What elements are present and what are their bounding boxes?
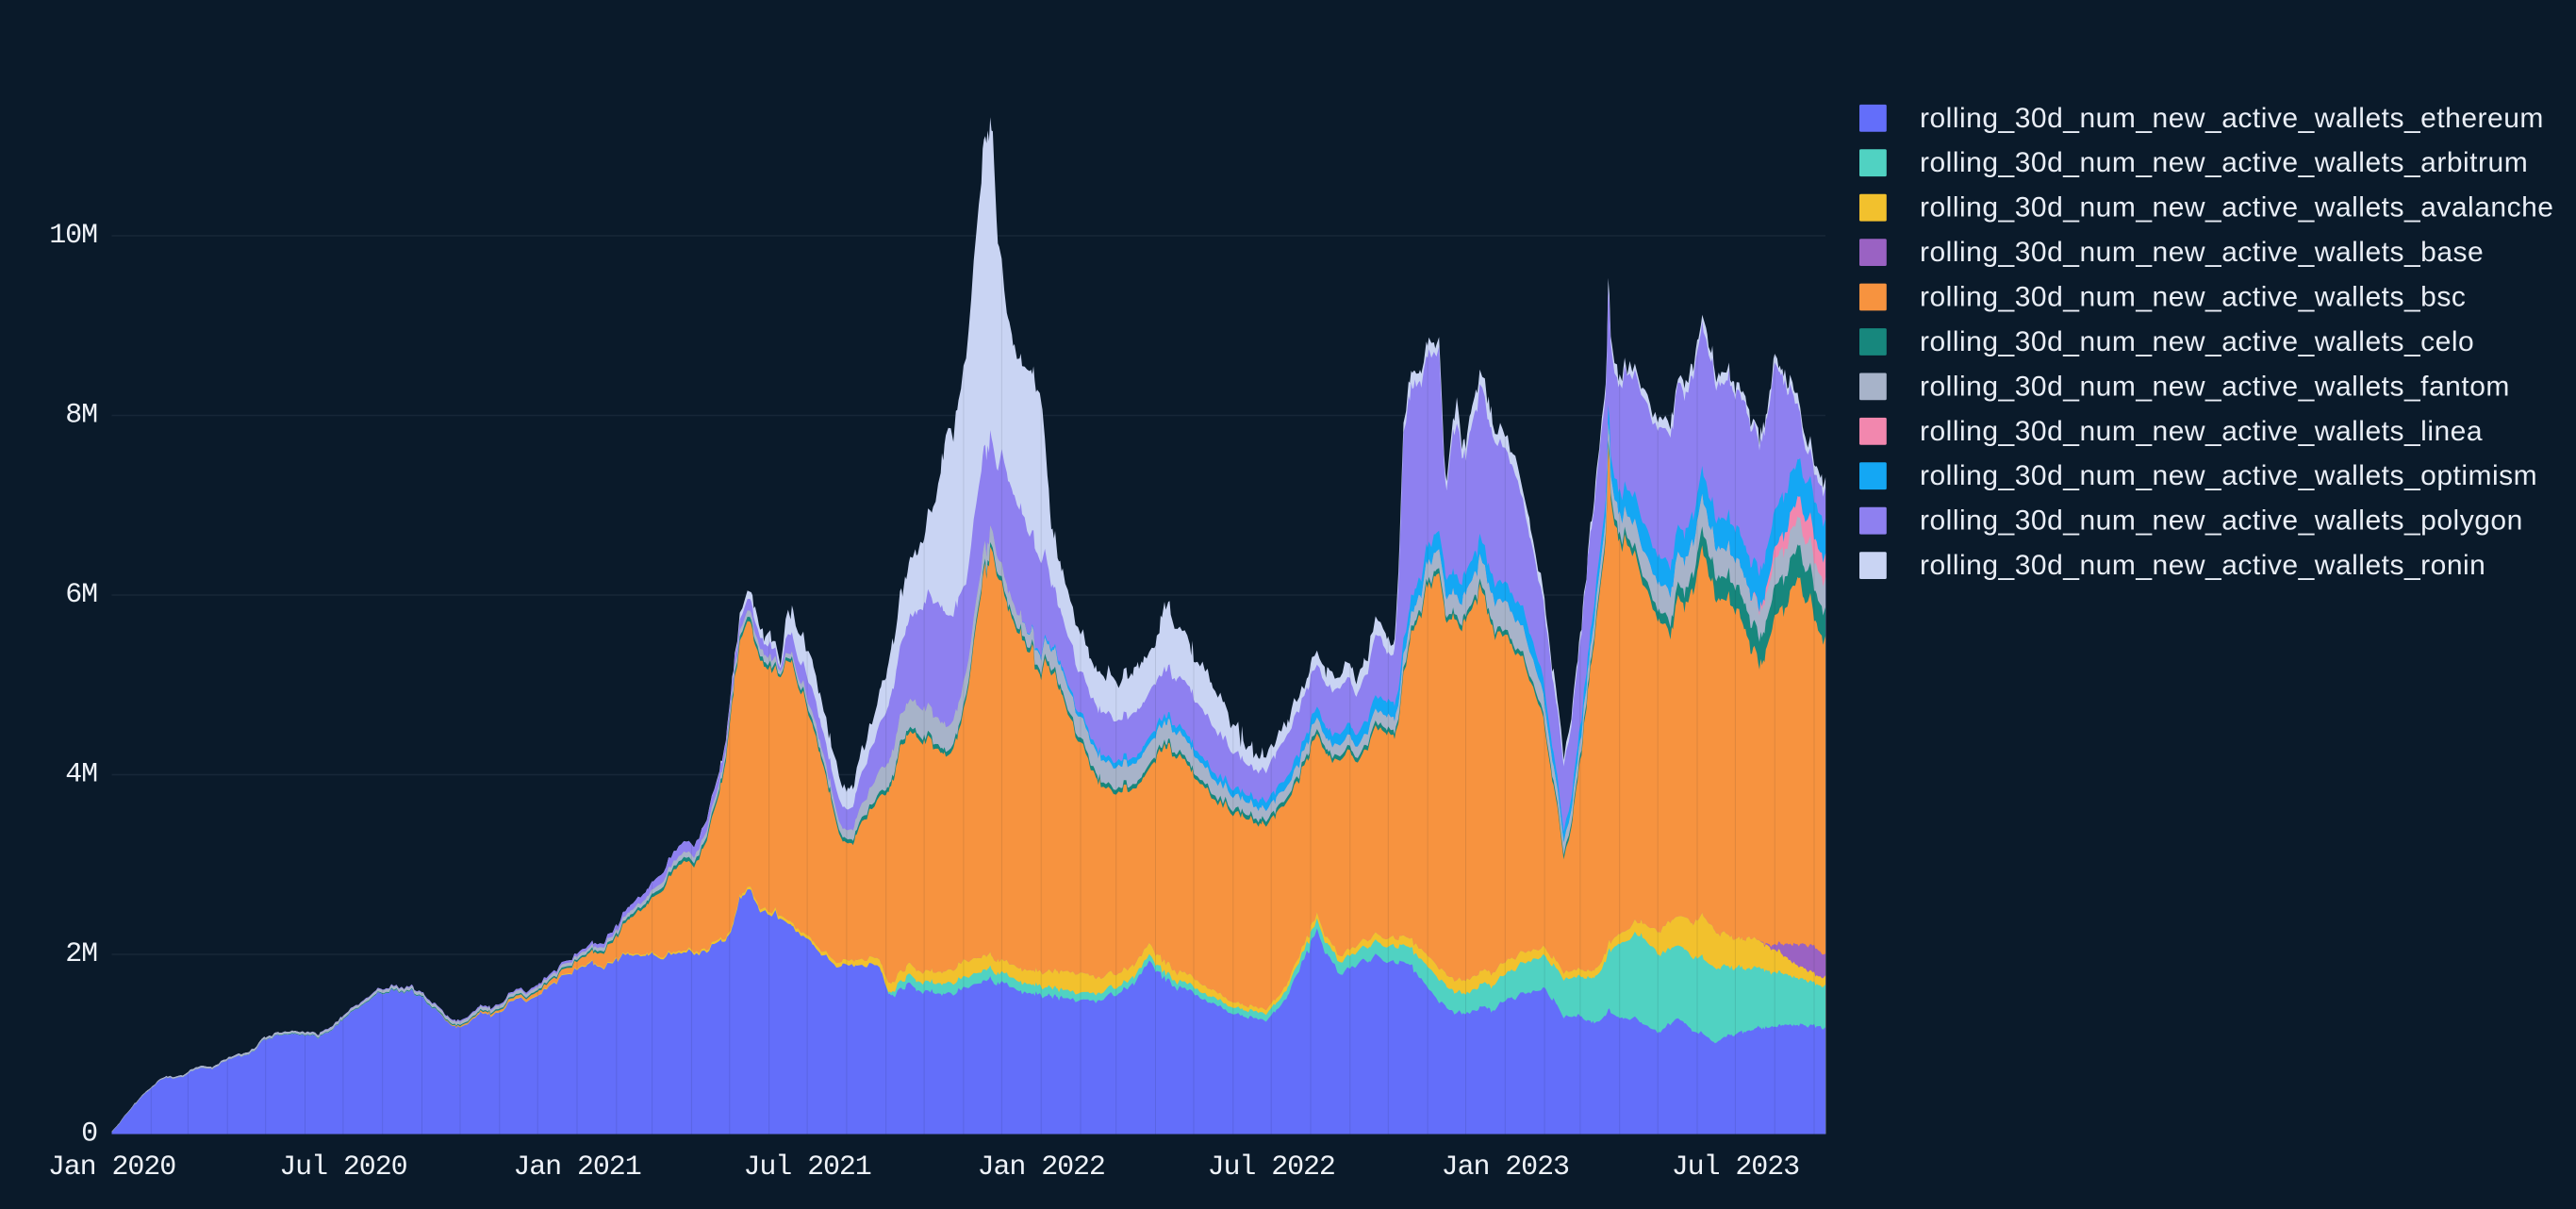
svg-text:Jan 2023: Jan 2023: [1442, 1151, 1569, 1184]
svg-text:Jan 2021: Jan 2021: [513, 1151, 640, 1184]
svg-text:rolling_30d_num_new_active_wal: rolling_30d_num_new_active_wallets_linea: [1920, 416, 2483, 447]
svg-text:Jan 2020: Jan 2020: [48, 1151, 175, 1184]
svg-text:rolling_30d_num_new_active_wal: rolling_30d_num_new_active_wallets_base: [1920, 237, 2484, 268]
svg-text:rolling_30d_num_new_active_wal: rolling_30d_num_new_active_wallets_celo: [1920, 326, 2474, 357]
svg-text:0: 0: [81, 1118, 97, 1151]
svg-text:rolling_30d_num_new_active_wal: rolling_30d_num_new_active_wallets_ronin: [1920, 550, 2485, 581]
svg-text:2M: 2M: [65, 938, 97, 970]
svg-text:rolling_30d_num_new_active_wal: rolling_30d_num_new_active_wallets_polyg…: [1920, 505, 2523, 537]
svg-text:Jan 2022: Jan 2022: [978, 1151, 1105, 1184]
svg-text:rolling_30d_num_new_active_wal: rolling_30d_num_new_active_wallets_bsc: [1920, 282, 2466, 313]
svg-text:rolling_30d_num_new_active_wal: rolling_30d_num_new_active_wallets_fanto…: [1920, 371, 2510, 402]
svg-text:rolling_30d_num_new_active_wal: rolling_30d_num_new_active_wallets_avala…: [1920, 192, 2553, 224]
svg-text:rolling_30d_num_new_active_wal: rolling_30d_num_new_active_wallets_optim…: [1920, 460, 2537, 491]
svg-text:10M: 10M: [49, 220, 97, 252]
svg-text:rolling_30d_num_new_active_wal: rolling_30d_num_new_active_wallets_arbit…: [1920, 147, 2528, 178]
svg-text:4M: 4M: [65, 759, 97, 791]
svg-text:Jul 2020: Jul 2020: [279, 1151, 406, 1184]
svg-text:6M: 6M: [65, 579, 97, 611]
svg-text:Jul 2021: Jul 2021: [743, 1151, 870, 1184]
svg-text:rolling_30d_num_new_active_wal: rolling_30d_num_new_active_wallets_ether…: [1920, 103, 2544, 134]
svg-text:8M: 8M: [65, 400, 97, 432]
svg-text:Jul 2022: Jul 2022: [1208, 1151, 1335, 1184]
svg-text:Jul 2023: Jul 2023: [1672, 1151, 1799, 1184]
